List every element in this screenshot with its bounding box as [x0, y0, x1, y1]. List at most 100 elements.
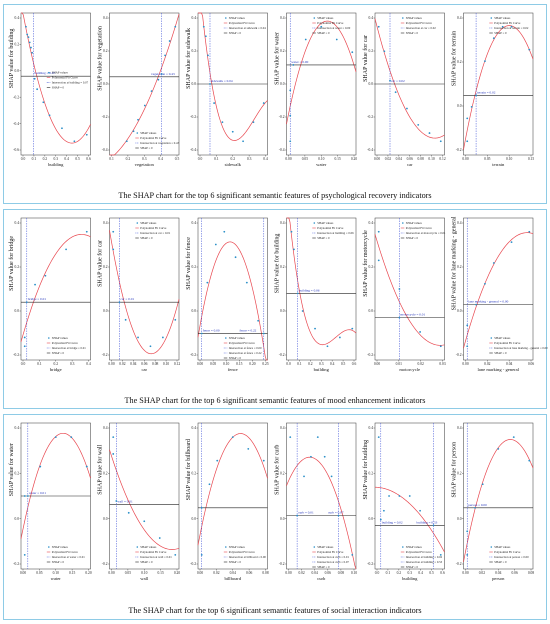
shap-point	[23, 553, 26, 556]
shap-point	[54, 436, 57, 439]
legend-interaction-label: Intersection at bridge = 0.01	[52, 346, 86, 350]
y-tick-label: 0.4	[103, 426, 108, 430]
y-tick-label: 0.2	[457, 265, 462, 269]
y-tick-label: -0.2	[279, 353, 285, 357]
y-axis-label: SHAP value for billboard	[185, 439, 192, 500]
y-tick-label: -0.2	[13, 95, 19, 99]
shap-point	[484, 282, 486, 285]
legend-interaction-label: Intersection at sidewalk = 0.04	[229, 26, 266, 30]
shap-point	[377, 230, 380, 233]
x-tick-label: 0.00	[374, 157, 380, 161]
x-tick-label: 0.15	[528, 157, 534, 161]
x-tick-label: 0.04	[506, 362, 512, 366]
y-tick-label: -0.2	[190, 562, 196, 566]
legend-curve-label: Polynomial Fit Curve	[140, 550, 167, 554]
legend-interaction-label: Intersection at lane marking - general =…	[494, 346, 548, 350]
shap-point	[23, 495, 26, 497]
shap-point	[160, 73, 163, 75]
shap-point	[61, 127, 63, 130]
y-tick-label: 0.4	[369, 426, 374, 430]
intersection-annotation: building = 0.53	[417, 520, 438, 524]
shap-point	[85, 465, 88, 468]
y-tick-label: -0.2	[279, 115, 285, 119]
legend-points-label: SHAP values	[140, 221, 157, 225]
legend-points-marker	[490, 337, 493, 339]
legend-points-label: SHAP values	[406, 221, 423, 225]
shap-point	[310, 455, 312, 458]
legend-interaction-label: Intersection at curb = 0.07	[317, 560, 349, 564]
shap-point	[137, 118, 139, 121]
legend-zero-label: SHAP = 0	[140, 146, 153, 150]
x-tick-label: 0.6	[86, 157, 91, 161]
panel-title: The SHAP chart for the top 6 significant…	[118, 191, 432, 200]
legend-curve-label: Polynomial Fit Curve	[52, 76, 79, 80]
subplot-fence: fence = 0.00 fence = 0.22 SHAP valuesPolyn…	[185, 217, 269, 372]
x-tick-label: 0.00	[285, 571, 291, 575]
legend-points-marker	[313, 17, 316, 19]
x-tick-label: 0.00	[285, 157, 291, 161]
shap-point	[316, 436, 319, 439]
y-tick-label: 0.2	[369, 472, 374, 476]
shap-point	[466, 140, 469, 143]
x-axis-label: building	[314, 367, 330, 372]
legend-points-marker	[225, 337, 227, 339]
shap-point	[143, 520, 146, 523]
shap-point	[296, 292, 299, 295]
polynomial-fit-curve	[374, 234, 445, 346]
legend-interaction-label: Intersection at vegetation = 0.43	[140, 141, 179, 145]
shap-point	[65, 248, 67, 251]
x-tick-label: 0.04	[396, 157, 402, 161]
shap-point	[174, 318, 177, 321]
legend-curve-label: Polynomial Fit Curve	[140, 226, 167, 230]
x-tick-label: 0.0	[198, 157, 203, 161]
legend-points-marker	[136, 546, 139, 548]
subplot-curb: curb = 0.01 curb = 0.07 SHAP valuesPolynom…	[274, 422, 357, 581]
shap-point	[301, 310, 304, 312]
y-tick-label: -0.4	[279, 148, 285, 152]
shap-point	[132, 130, 135, 133]
y-tick-label: 0.0	[369, 517, 374, 521]
x-tick-label: 0.08	[262, 571, 268, 575]
legend-interaction-label: Intersection at terrain = 0.02	[494, 26, 529, 30]
shap-point	[419, 509, 421, 512]
shap-point	[337, 514, 340, 517]
shap-point	[26, 495, 29, 497]
y-tick-label: -0.2	[102, 115, 108, 119]
shap-point	[124, 318, 127, 321]
legend-curve-label: Polynomial Fit Curve	[494, 341, 521, 345]
shap-point	[150, 90, 153, 93]
x-tick-label: 0.06	[246, 571, 252, 575]
polynomial-fit-curve	[197, 241, 268, 361]
y-tick-label: 0.4	[457, 426, 462, 430]
y-tick-label: -0.2	[456, 353, 462, 357]
intersection-annotation: sidewalk = 0.04	[211, 79, 233, 83]
shap-point	[174, 25, 177, 28]
y-tick-label: 0.0	[103, 82, 108, 86]
shap-point	[209, 83, 211, 85]
legend-zero-label: SHAP = 0	[406, 31, 419, 35]
x-tick-label: 0.06	[141, 362, 147, 366]
legend-interaction-label: Intersection at billboard = 0.00	[229, 555, 267, 559]
legend-points-label: SHAP values	[406, 545, 423, 549]
x-tick-label: 0.00	[108, 571, 114, 575]
shap-point	[262, 332, 265, 335]
shap-point	[351, 327, 354, 330]
shap-point	[127, 511, 130, 514]
x-tick-label: 0.05	[125, 571, 131, 575]
y-tick-label: 0.0	[457, 517, 462, 521]
shap-point	[338, 336, 341, 339]
y-tick-label: 0.4	[369, 221, 374, 225]
x-axis-label: person	[492, 576, 505, 581]
legend-points-marker	[402, 222, 404, 224]
y-tick-label: 0.0	[280, 517, 285, 521]
x-tick-label: 0.3	[319, 362, 324, 366]
shap-point	[216, 459, 219, 462]
x-tick-label: 0.1	[32, 157, 37, 161]
legend-zero-label: SHAP = 0	[140, 560, 153, 564]
shap-point	[289, 436, 292, 439]
y-axis-label: SHAP value for car	[97, 240, 104, 287]
